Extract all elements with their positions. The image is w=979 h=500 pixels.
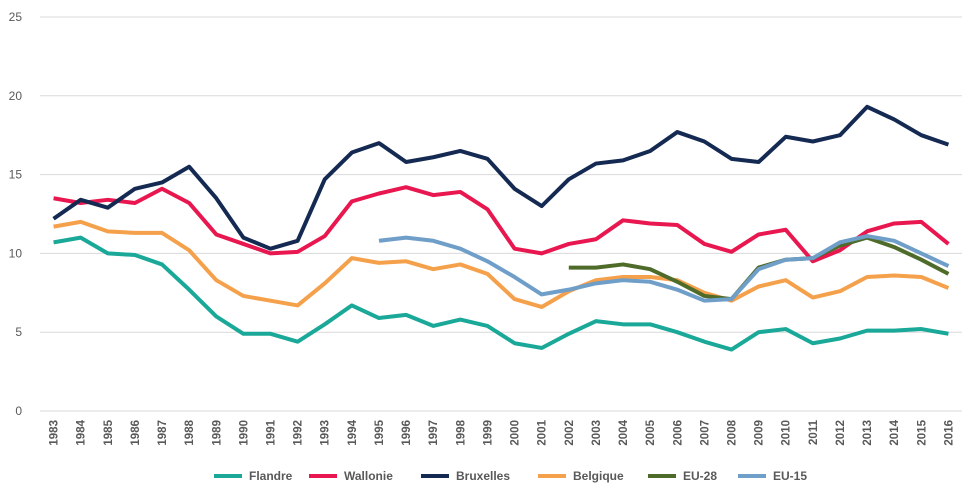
x-tick-label: 2006: [672, 420, 684, 446]
x-tick-label: 1987: [157, 420, 169, 446]
series-line-eu-15: [378, 234, 950, 303]
x-tick-label: 1984: [76, 419, 88, 445]
x-tick-label: 1983: [49, 420, 61, 446]
series-line-bruxelles: [52, 104, 950, 251]
y-tick-label: 10: [9, 246, 23, 260]
legend-label-eu-15: EU-15: [773, 469, 807, 483]
y-tick-label: 5: [15, 325, 22, 339]
y-tick-label: 0: [15, 404, 22, 418]
gridlines: [40, 16, 962, 412]
series-line-belgique: [53, 219, 950, 309]
legend-label-wallonie: Wallonie: [344, 469, 393, 483]
x-tick-label: 1991: [266, 419, 278, 445]
legend-label-flandre: Flandre: [249, 469, 293, 483]
series-line-flandre: [53, 235, 949, 352]
x-tick-label: 1995: [374, 419, 386, 445]
x-tick-label: 1990: [238, 420, 250, 446]
x-tick-label: 2015: [916, 419, 928, 445]
x-tick-label: 2007: [699, 420, 711, 446]
x-tick-label: 1994: [347, 419, 359, 445]
x-tick-label: 2005: [645, 419, 657, 445]
x-tick-label: 2008: [727, 419, 739, 445]
x-axis-ticks: 1983 1984 1985 1986 1987 1988 1989 1990 1991 1992…: [49, 419, 956, 445]
x-tick-label: 1986: [130, 420, 142, 446]
x-tick-label: 2010: [781, 420, 793, 446]
x-tick-label: 1992: [293, 420, 305, 446]
x-tick-label: 1999: [482, 420, 494, 446]
x-tick-label: 2011: [808, 419, 820, 445]
x-tick-label: 2012: [835, 420, 847, 446]
x-tick-label: 2000: [510, 420, 522, 446]
legend-label-eu-28: EU-28: [683, 469, 717, 483]
x-tick-label: 1998: [455, 419, 467, 445]
x-tick-label: 2001: [537, 419, 549, 445]
x-tick-label: 1993: [320, 420, 332, 446]
x-tick-label: 2009: [754, 420, 766, 446]
series-lines: [52, 104, 950, 352]
x-tick-label: 2014: [889, 419, 901, 445]
x-tick-label: 1989: [211, 420, 223, 446]
x-tick-label: 2002: [564, 420, 576, 446]
series-line-wallonie: [53, 185, 950, 264]
x-tick-label: 1985: [103, 419, 115, 445]
x-tick-label: 2016: [943, 420, 955, 446]
legend-label-bruxelles: Bruxelles: [456, 469, 510, 483]
y-tick-label: 25: [9, 10, 23, 24]
x-tick-label: 2013: [862, 420, 874, 446]
y-axis-ticks: 0 5 10 15 20 25: [9, 10, 23, 418]
legend-label-belgique: Belgique: [573, 469, 624, 483]
x-tick-label: 1996: [401, 420, 413, 446]
x-tick-label: 2004: [618, 419, 630, 445]
x-tick-label: 2003: [591, 420, 603, 446]
legend: Flandre Wallonie Bruxelles Belgique EU-28 EU-…: [214, 469, 807, 483]
y-tick-label: 15: [9, 168, 23, 182]
x-tick-label: 1988: [184, 419, 196, 445]
y-tick-label: 20: [9, 89, 23, 103]
x-tick-label: 1997: [428, 420, 440, 446]
